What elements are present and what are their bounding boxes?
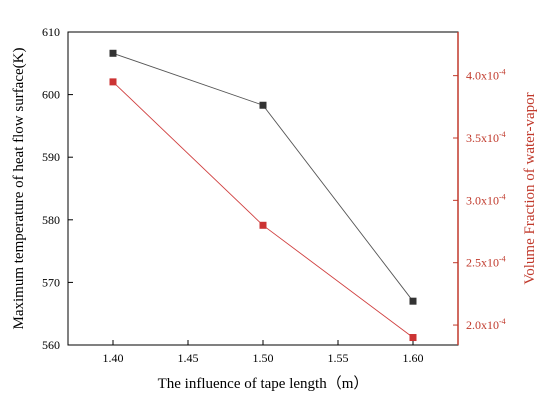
y-left-tick-label: 590 (42, 150, 60, 164)
x-tick-label: 1.45 (178, 351, 199, 365)
series-2-point (409, 334, 417, 342)
series-2-point (109, 78, 117, 86)
y-left-tick-label: 570 (42, 275, 60, 289)
series-1-point (259, 101, 267, 109)
y-left-tick-label: 610 (42, 25, 60, 39)
y-right-axis-title: Volume Fraction of water-vapor (522, 92, 538, 284)
y-right-tick-label: 2.0x10-4 (466, 317, 506, 332)
y-right-tick-label: 3.0x10-4 (466, 192, 506, 207)
y-right-tick-label: 3.5x10-4 (466, 130, 506, 145)
x-tick-label: 1.55 (328, 351, 349, 365)
series-layer (109, 49, 417, 342)
y-right-tick-label: 2.5x10-4 (466, 255, 506, 270)
x-tick-label: 1.60 (403, 351, 424, 365)
y-left-tick-label: 600 (42, 88, 60, 102)
y-left-tick-label: 560 (42, 338, 60, 352)
y-right-tick-label: 4.0x10-4 (466, 68, 506, 83)
x-axis-title: The influence of tape length（m） (158, 375, 369, 392)
y-right-axis-ticks: 2.0x10-4 2.5x10-4 3.0x10-4 3.5x10-4 4.0x10-4 (453, 68, 506, 332)
x-tick-label: 1.40 (103, 351, 124, 365)
series-1-point (409, 297, 417, 305)
series-2-point (259, 221, 267, 229)
series-1-point (109, 49, 117, 57)
y-left-axis-title: Maximum temperature of heat flow surface… (11, 48, 27, 330)
x-axis-ticks: 1.40 1.45 1.50 1.55 1.60 (103, 340, 424, 365)
x-tick-label: 1.50 (253, 351, 274, 365)
y-left-tick-label: 580 (42, 213, 60, 227)
y-left-axis-ticks: 560 570 580 590 600 610 (42, 25, 73, 352)
